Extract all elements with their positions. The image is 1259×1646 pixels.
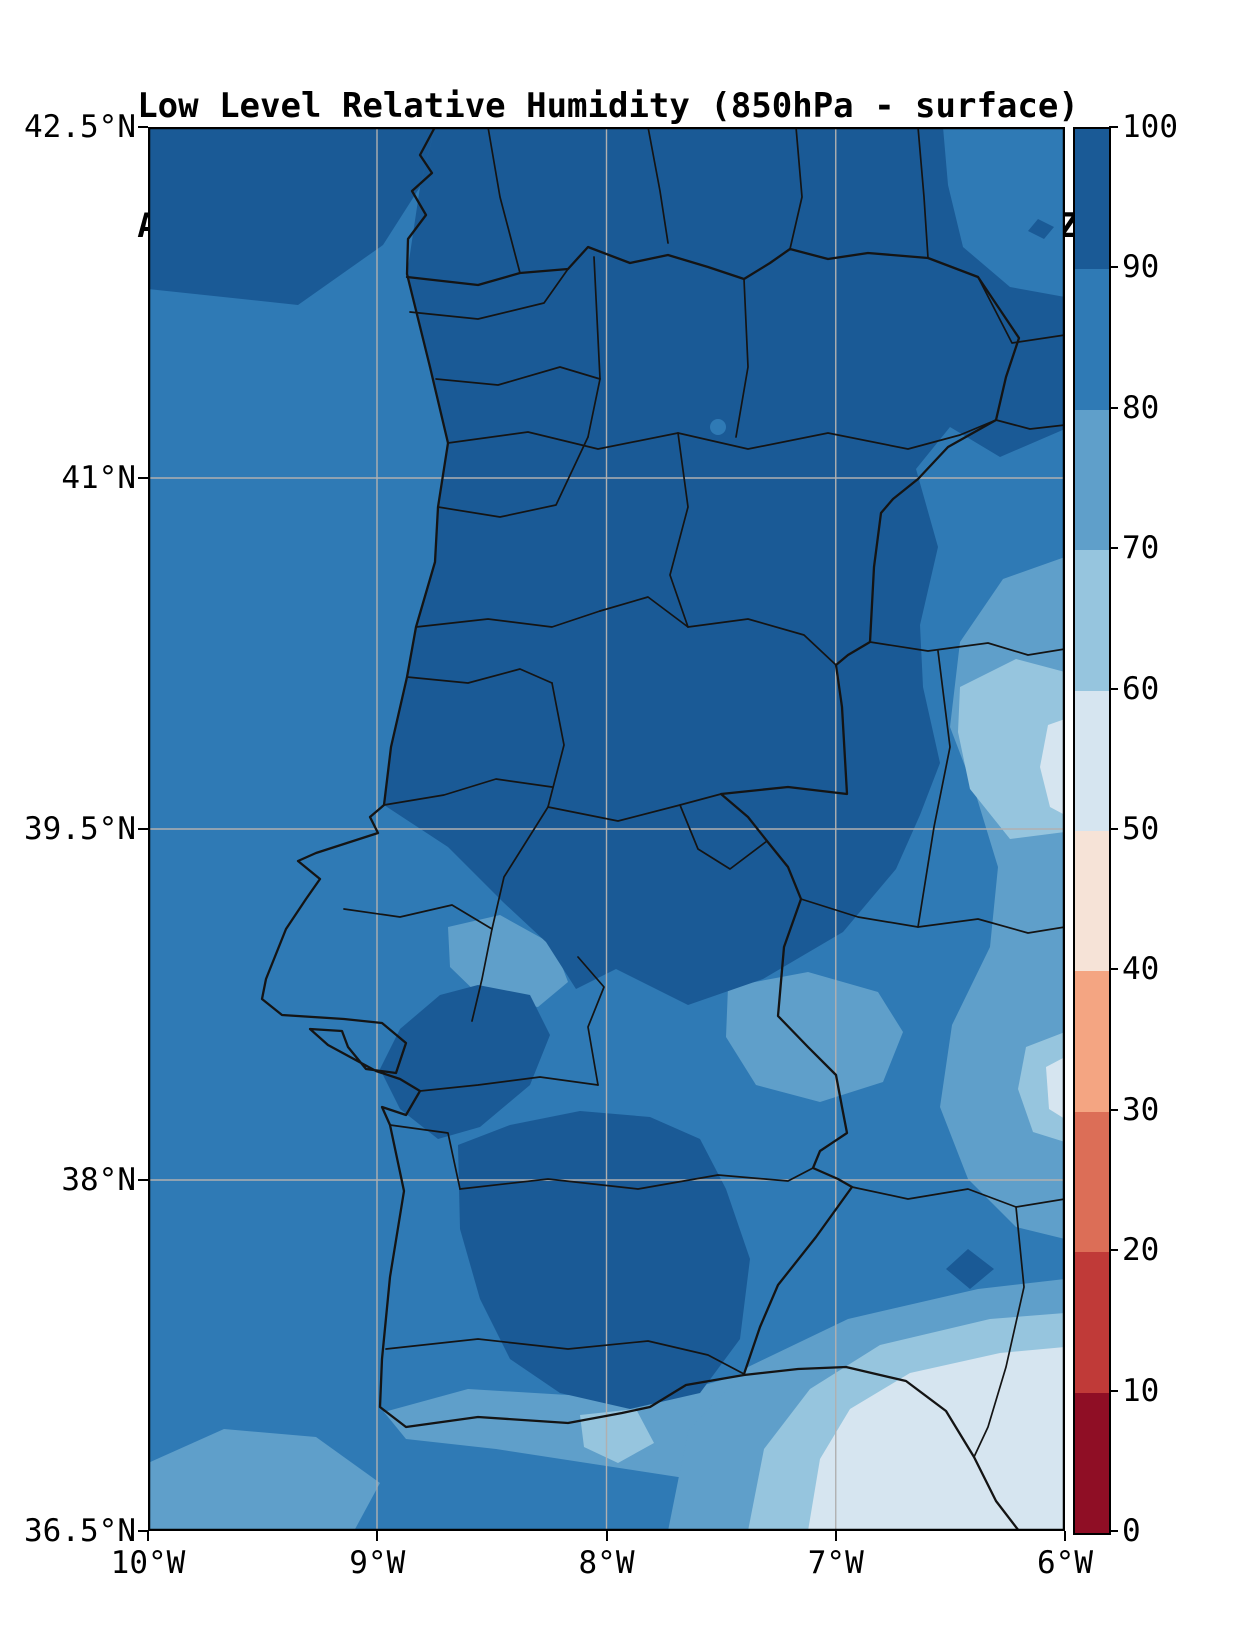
lon-tick-mark: [605, 1531, 608, 1541]
lon-tick-mark: [376, 1531, 379, 1541]
lat-tick-label: 38°N: [61, 1162, 136, 1198]
lon-tick-label: 6°W: [1037, 1545, 1093, 1581]
humidity-region-southwest-ocean-patch: [148, 1429, 380, 1531]
colorbar-tick-mark: [1109, 126, 1118, 128]
humidity-region-badajoz-patch: [726, 972, 903, 1102]
lat-tick-label: 39.5°N: [24, 811, 136, 847]
lat-tick-mark: [138, 1530, 148, 1532]
humidity-region-tagus-dark: [380, 985, 550, 1139]
colorbar-tick-mark: [1109, 1249, 1118, 1252]
lat-tick-mark: [138, 126, 148, 128]
boundary-lines: [260, 127, 1065, 1531]
lon-tick-label: 9°W: [349, 1545, 406, 1581]
humidity-region-southeast-core: [808, 1347, 1065, 1531]
lon-tick-label: 8°W: [578, 1545, 635, 1581]
colorbar-tick-mark: [1109, 687, 1118, 690]
lat-tick-mark: [138, 828, 148, 830]
humidity-region-east-patch: [958, 659, 1065, 839]
colorbar-tick-label: 80: [1122, 389, 1160, 426]
colorbar-tick-mark: [1109, 1530, 1118, 1532]
colorbar-tick-label: 10: [1122, 1372, 1160, 1409]
colorbar: [1073, 127, 1111, 1535]
plot-frame: [148, 127, 1065, 1531]
colorbar-segment-0-10: [1075, 1392, 1109, 1534]
colorbar-tick-label: 20: [1122, 1232, 1160, 1269]
humidity-region-tagus-valley-patch: [448, 915, 568, 1007]
colorbar-tick-label: 100: [1122, 109, 1178, 145]
lon-tick-mark: [147, 1531, 149, 1541]
lon-tick-label: 7°W: [807, 1545, 864, 1581]
colorbar-tick-mark: [1109, 968, 1118, 971]
humidity-region-alentejo-dark: [458, 1111, 750, 1409]
lat-tick-mark: [138, 1179, 148, 1181]
colorbar-segment-10-20: [1075, 1252, 1109, 1393]
lat-tick-label: 41°N: [61, 460, 136, 496]
coastline: [260, 127, 1021, 1531]
humidity-region-northwest-ocean: [148, 127, 435, 305]
humidity-contour-map: [148, 127, 1065, 1531]
colorbar-segment-40-50: [1075, 831, 1109, 972]
humidity-region-east-sliver-lower: [1046, 1057, 1065, 1119]
colorbar-segment-30-40: [1075, 971, 1109, 1112]
humidity-dot-north-center: [710, 419, 726, 435]
humidity-region-faro-patch: [580, 1409, 654, 1463]
colorbar-tick-mark: [1109, 266, 1118, 269]
colorbar-segment-50-60: [1075, 690, 1109, 832]
colorbar-tick-label: 70: [1122, 530, 1160, 567]
colorbar-tick-mark: [1109, 547, 1118, 550]
colorbar-tick-mark: [1109, 1389, 1118, 1392]
lon-tick-mark: [834, 1531, 837, 1541]
colorbar-tick-label: 40: [1122, 951, 1160, 988]
humidity-speck-corner: [1028, 219, 1054, 239]
colorbar-tick-label: 60: [1122, 670, 1160, 707]
colorbar-tick-mark: [1109, 406, 1118, 409]
district-boundaries: [343, 127, 1065, 1458]
colorbar-tick-mark: [1109, 828, 1118, 830]
lat-tick-label: 42.5°N: [24, 109, 136, 145]
colorbar-segment-20-30: [1075, 1111, 1109, 1253]
colorbar-segment-90-100: [1075, 129, 1109, 270]
humidity-speck-south-center: [660, 1219, 696, 1251]
lat-tick-label: 36.5°N: [24, 1513, 136, 1549]
colorbar-tick-label: 50: [1122, 811, 1160, 847]
lon-tick-mark: [1064, 1531, 1066, 1541]
colorbar-tick-mark: [1109, 1108, 1118, 1111]
colorbar-tick-label: 90: [1122, 249, 1160, 286]
humidity-speck-southeast: [946, 1249, 994, 1289]
lon-tick-label: 10°W: [110, 1545, 186, 1581]
colorbar-segment-80-90: [1075, 269, 1109, 410]
colorbar-tick-label: 0: [1122, 1513, 1141, 1549]
colorbar-tick-label: 30: [1122, 1091, 1160, 1128]
colorbar-segment-70-80: [1075, 409, 1109, 551]
humidity-region-east-sliver: [1040, 719, 1065, 815]
humidity-region-east-patch-lower: [1018, 1032, 1065, 1142]
lat-tick-mark: [138, 477, 148, 479]
colorbar-segment-60-70: [1075, 550, 1109, 691]
chart-title: Low Level Relative Humidity (850hPa - su…: [137, 86, 1079, 126]
portugal-spain-border: [405, 245, 1021, 1376]
